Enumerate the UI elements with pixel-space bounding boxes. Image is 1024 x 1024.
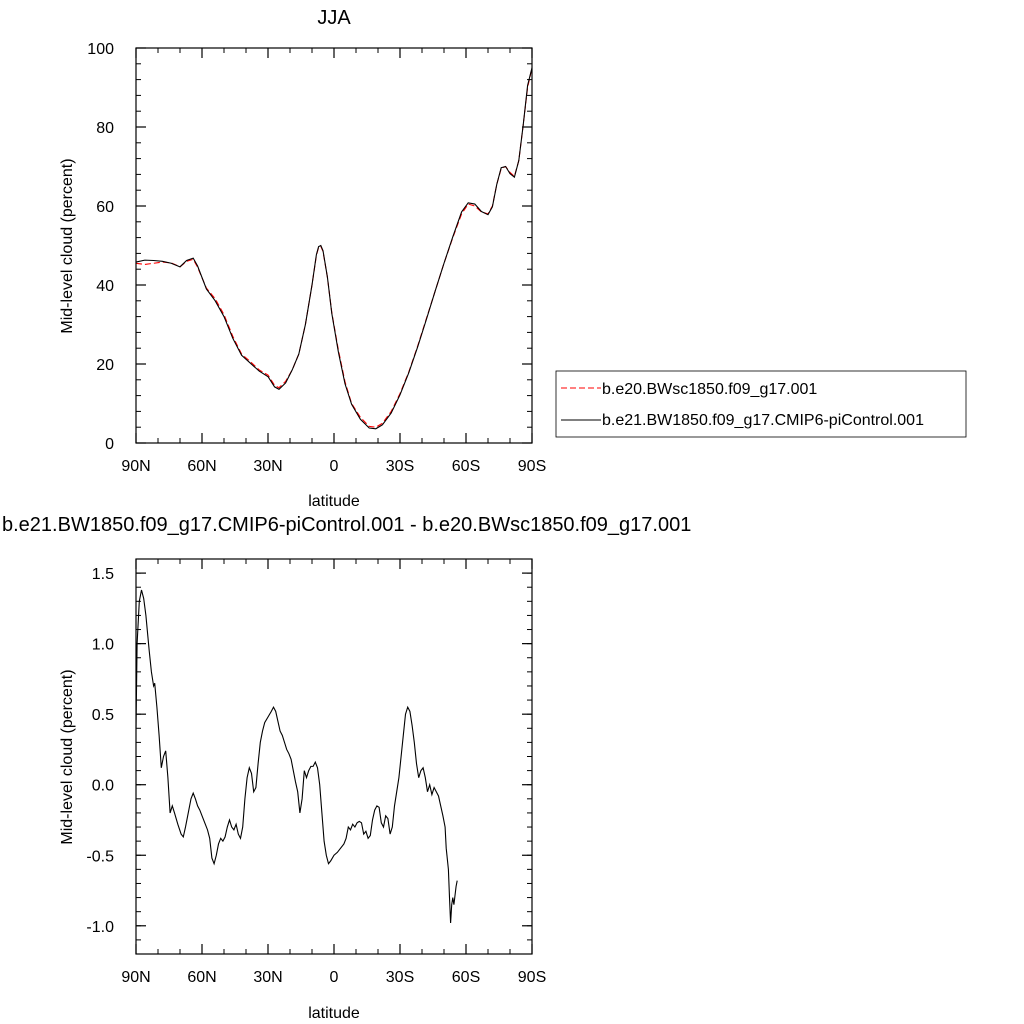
top-plot-series bbox=[135, 67, 533, 430]
top-axis-ticks: 90N 60N 30N 0 30S 60S 90S 0 20 40 60 80 100 bbox=[87, 41, 546, 475]
bottom-y-tick-label: 0.5 bbox=[92, 707, 114, 724]
top-x-axis-label: latitude bbox=[308, 493, 360, 510]
bottom-plot-frame bbox=[135, 558, 533, 955]
top-x-tick-label: 60S bbox=[452, 458, 480, 475]
top-x-tick-label: 60N bbox=[187, 458, 216, 475]
top-y-tick-label: 20 bbox=[96, 357, 114, 374]
panel-bottom: b.e21.BW1850.f09_g17.CMIP6-piControl.001… bbox=[2, 514, 691, 1022]
bottom-x-axis-label: latitude bbox=[308, 1005, 360, 1022]
top-series-line-2 bbox=[135, 67, 533, 430]
top-y-tick-label: 80 bbox=[96, 120, 114, 137]
top-y-tick-label: 0 bbox=[105, 436, 114, 453]
legend-box bbox=[555, 370, 967, 438]
bottom-series-line-1 bbox=[135, 589, 458, 923]
top-x-tick-label: 90S bbox=[518, 458, 546, 475]
bottom-x-tick-label: 30N bbox=[253, 969, 282, 986]
legend-label-series-2: b.e21.BW1850.f09_g17.CMIP6-piControl.001 bbox=[602, 412, 924, 429]
legend: b.e20.BWsc1850.f09_g17.001 b.e21.BW1850.… bbox=[555, 370, 967, 438]
top-x-tick-label: 90N bbox=[121, 458, 150, 475]
bottom-y-tick-label: -1.0 bbox=[86, 919, 114, 936]
top-x-tick-label: 30S bbox=[386, 458, 414, 475]
top-y-tick-label: 40 bbox=[96, 278, 114, 295]
bottom-x-tick-label: 90S bbox=[518, 969, 546, 986]
top-chart-title: JJA bbox=[317, 7, 351, 29]
panel-top: JJA 90N 60N 30N 0 30S 60S 90S 0 20 40 60 80 100 lati… bbox=[59, 7, 967, 510]
top-series-line-1 bbox=[135, 67, 533, 428]
bottom-y-tick-label: 0.0 bbox=[92, 778, 114, 795]
legend-label-series-1: b.e20.BWsc1850.f09_g17.001 bbox=[602, 381, 817, 398]
top-y-tick-label: 100 bbox=[87, 41, 114, 58]
bottom-y-tick-label: 1.0 bbox=[92, 637, 114, 654]
bottom-x-tick-label: 30S bbox=[386, 969, 414, 986]
bottom-x-tick-label: 90N bbox=[121, 969, 150, 986]
top-y-tick-label: 60 bbox=[96, 199, 114, 216]
bottom-y-tick-label: 1.5 bbox=[92, 566, 114, 583]
bottom-x-tick-label: 0 bbox=[330, 969, 339, 986]
bottom-y-axis-label: Mid-level cloud (percent) bbox=[59, 669, 76, 844]
top-x-tick-label: 30N bbox=[253, 458, 282, 475]
top-y-axis-label: Mid-level cloud (percent) bbox=[59, 158, 76, 333]
bottom-plot-series bbox=[135, 589, 458, 923]
bottom-y-tick-label: -0.5 bbox=[86, 848, 114, 865]
bottom-x-tick-label: 60N bbox=[187, 969, 216, 986]
top-plot-frame bbox=[135, 47, 533, 444]
bottom-x-tick-label: 60S bbox=[452, 969, 480, 986]
bottom-chart-title: b.e21.BW1850.f09_g17.CMIP6-piControl.001… bbox=[2, 514, 691, 536]
top-x-tick-label: 0 bbox=[330, 458, 339, 475]
bottom-axis-ticks: 90N 60N 30N 0 30S 60S 90S -1.0 -0.5 0.0 0.5 1.0 1.5 bbox=[86, 558, 546, 986]
